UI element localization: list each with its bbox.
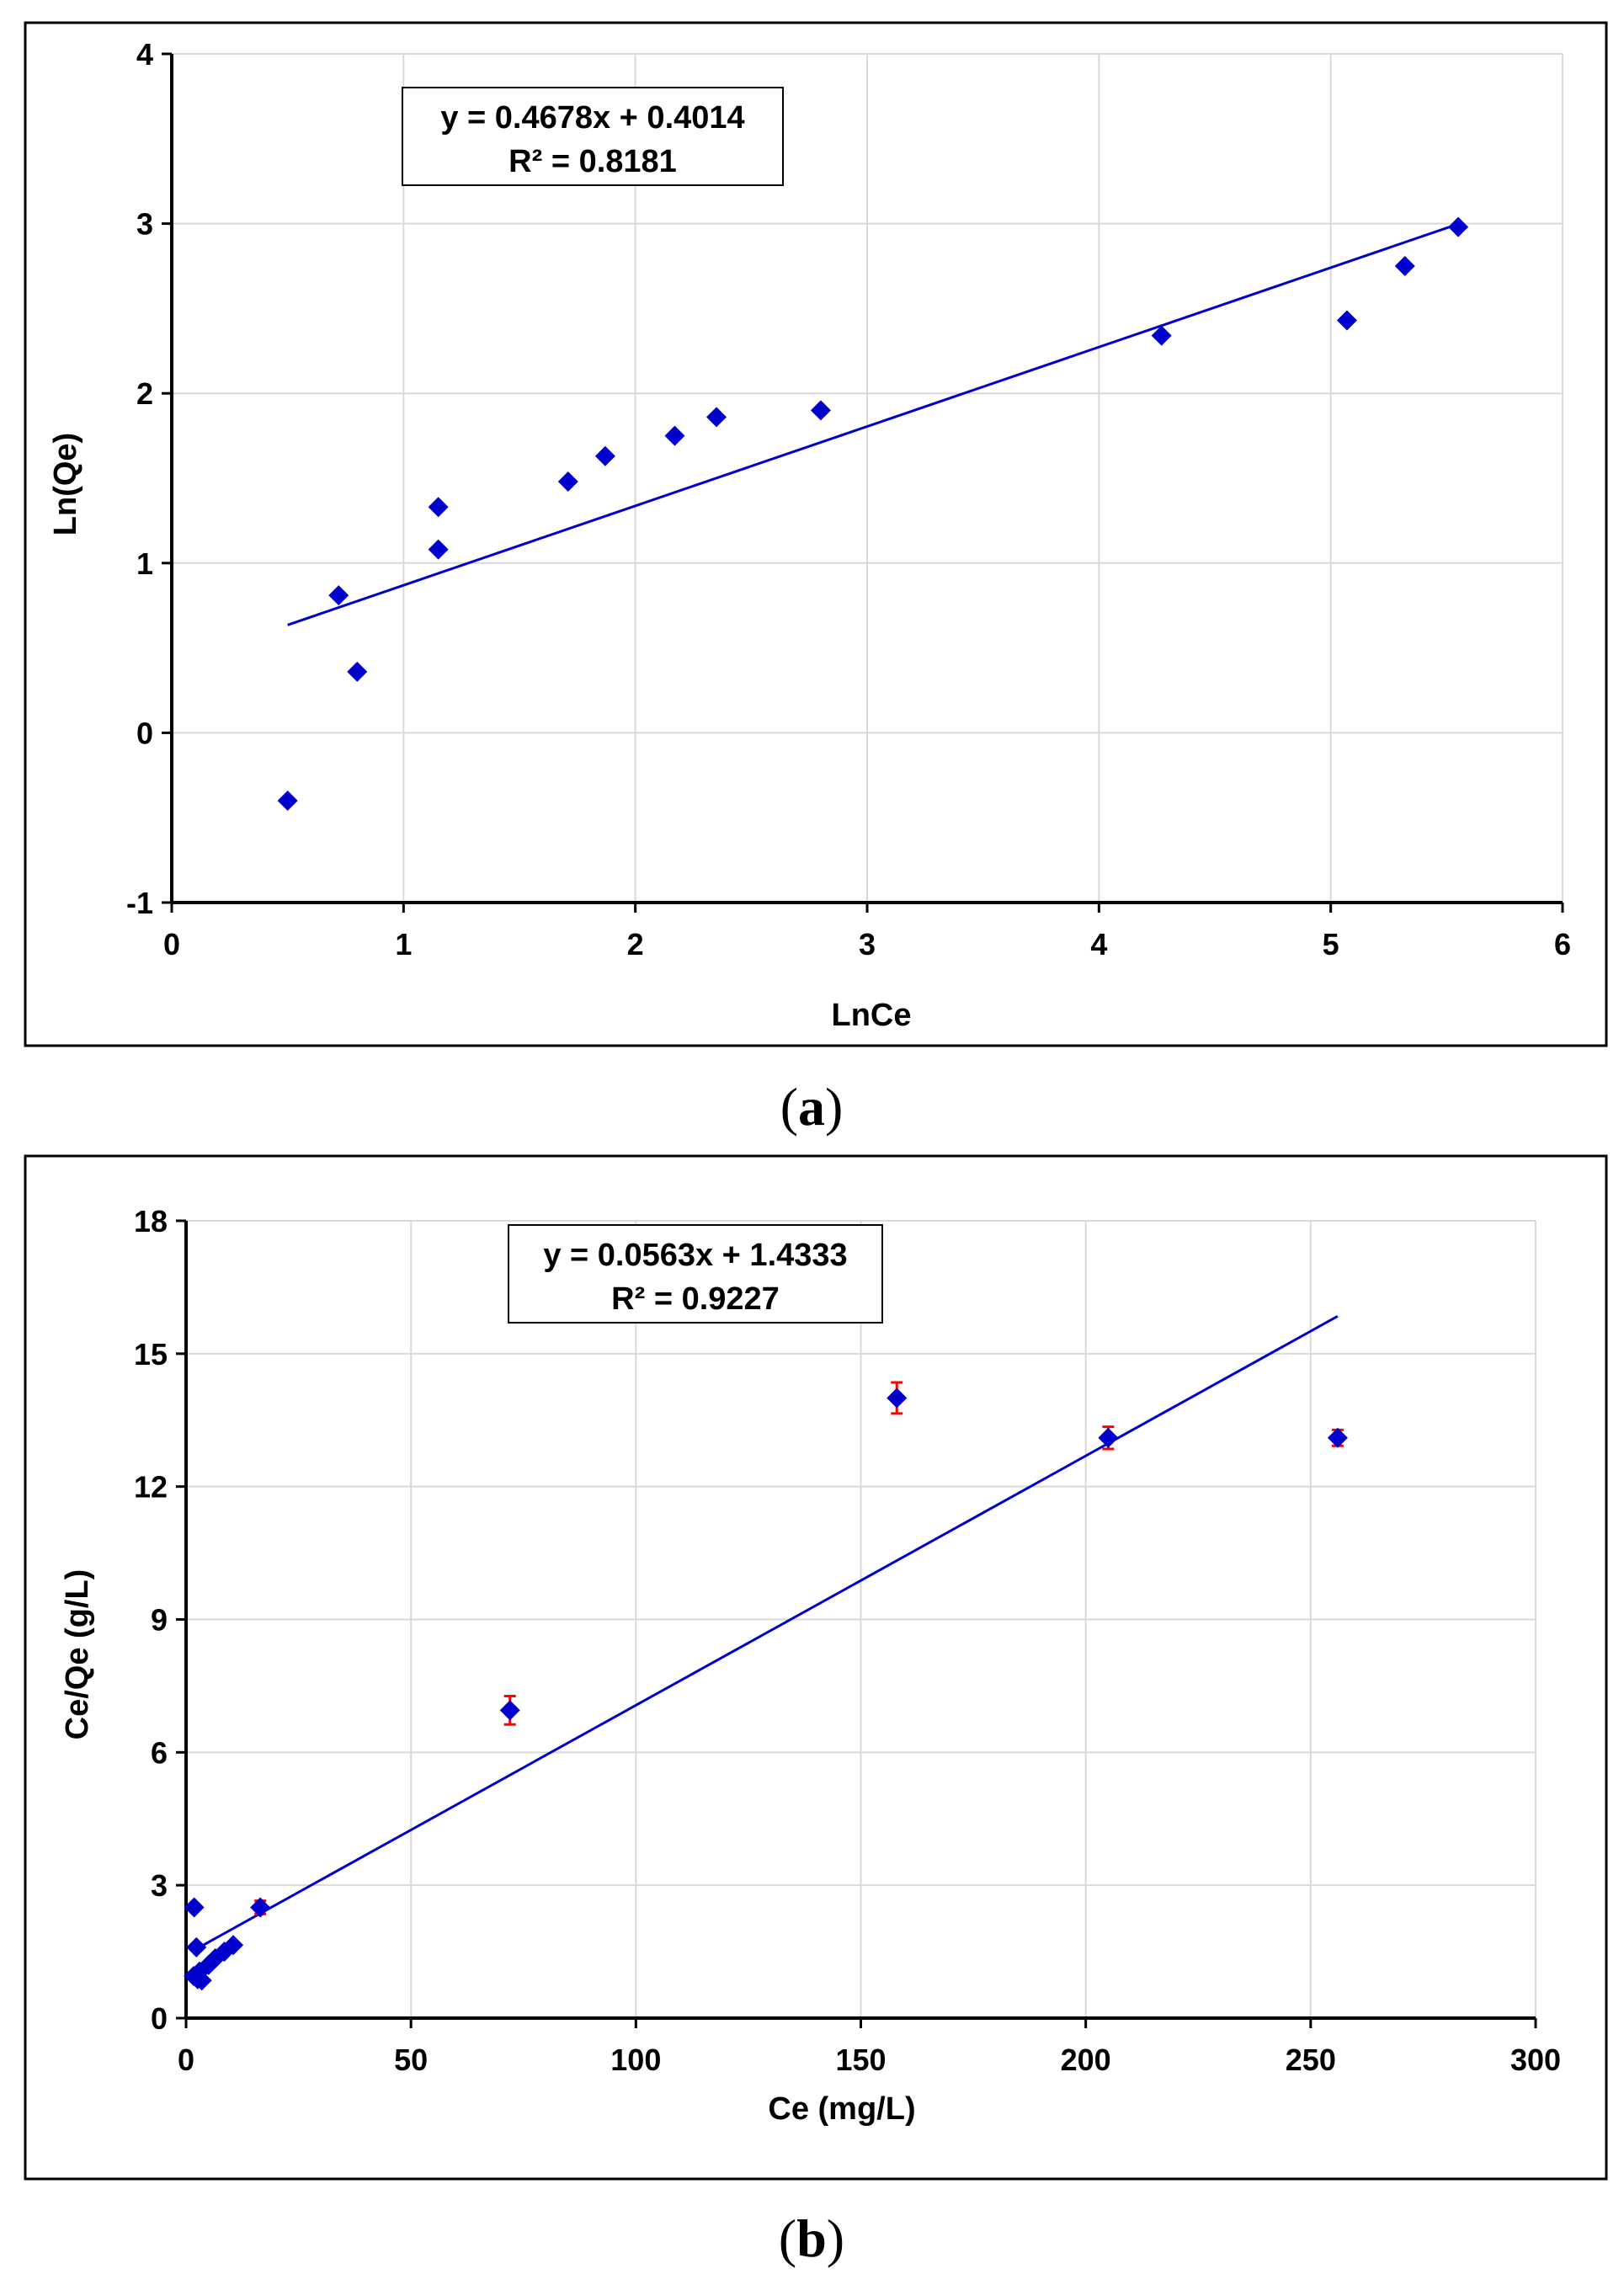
chart-b-tick-labels: 0 50 100 150 200 250 300 0 3 6 9 12 15 18 xyxy=(134,1204,1561,2077)
x-tick-label: 0 xyxy=(163,927,180,961)
x-tick-label: 4 xyxy=(1090,927,1107,961)
data-point xyxy=(250,1897,271,1918)
chart-b-equation: y = 0.0563x + 1.4333 xyxy=(543,1238,847,1273)
chart-a-equation: y = 0.4678x + 0.4014 xyxy=(440,100,744,136)
data-point xyxy=(557,471,578,493)
chart-a-r-squared: R² = 0.8181 xyxy=(508,144,677,179)
y-tick-label: 6 xyxy=(151,1735,168,1770)
chart-b-frame xyxy=(24,1154,1608,2181)
data-point xyxy=(594,445,615,466)
chart-a-ylabel: Ln(Qe) xyxy=(48,433,83,535)
y-tick-label: 4 xyxy=(136,37,153,72)
x-tick-label: 50 xyxy=(394,2043,428,2077)
caption-b-text: (b) xyxy=(779,2208,844,2268)
data-point xyxy=(214,1941,235,1963)
chart-b-ylabel: Ce/Qe (g/L) xyxy=(60,1569,95,1740)
data-point xyxy=(706,407,727,428)
data-point xyxy=(184,1897,205,1918)
y-tick-label: 9 xyxy=(151,1603,168,1638)
chart-a-frame xyxy=(24,21,1608,1047)
y-tick-label: 18 xyxy=(134,1204,168,1238)
y-tick-label: 0 xyxy=(151,2001,168,2036)
y-tick-label: 0 xyxy=(136,716,153,750)
x-tick-label: 100 xyxy=(610,2043,661,2077)
data-point xyxy=(1327,1427,1348,1448)
y-tick-label: 15 xyxy=(134,1337,168,1372)
y-tick-label: 3 xyxy=(136,207,153,242)
x-tick-label: 200 xyxy=(1061,2043,1111,2077)
chart-b-axes xyxy=(176,1219,1537,2028)
chart-b-grid xyxy=(186,1220,1536,2018)
chart-b-r-squared: R² = 0.9227 xyxy=(611,1281,780,1317)
data-point xyxy=(347,661,368,682)
data-point xyxy=(664,425,685,446)
x-tick-label: 250 xyxy=(1286,2043,1336,2077)
data-point xyxy=(1151,325,1172,346)
data-point xyxy=(223,1935,244,1956)
caption-b: (b) xyxy=(779,2208,844,2268)
caption-a: (a) xyxy=(780,1077,844,1137)
chart-b-xlabel: Ce (mg/L) xyxy=(768,2091,915,2127)
x-tick-label: 3 xyxy=(859,927,876,961)
y-tick-label: 12 xyxy=(134,1470,168,1505)
data-point xyxy=(277,791,298,812)
panel-a: 0 1 2 3 4 5 6 -1 0 1 2 3 4 Ln(Qe) LnCe y = 0.4678x +… xyxy=(24,21,1608,1137)
data-point xyxy=(887,1388,908,1409)
chart-a-xlabel: LnCe xyxy=(832,998,912,1033)
data-point xyxy=(428,539,449,560)
data-point xyxy=(328,585,349,606)
chart-a-tick-labels: 0 1 2 3 4 5 6 -1 0 1 2 3 4 xyxy=(126,37,1571,961)
y-tick-label: 2 xyxy=(136,376,153,411)
chart-a-svg: 0 1 2 3 4 5 6 -1 0 1 2 3 4 Ln(Qe) LnCe y = 0.4678x +… xyxy=(24,21,1608,1047)
data-point xyxy=(186,1936,207,1957)
data-point xyxy=(1336,310,1357,331)
x-tick-label: 1 xyxy=(395,927,412,961)
data-point xyxy=(1448,216,1469,237)
data-point xyxy=(1098,1427,1119,1448)
data-point xyxy=(191,1970,212,1991)
y-tick-label: 3 xyxy=(151,1868,168,1903)
chart-b-trendline xyxy=(193,1315,1339,1952)
chart-a-axes xyxy=(162,52,1564,913)
chart-a-grid xyxy=(172,53,1563,903)
x-tick-label: 150 xyxy=(835,2043,886,2077)
data-point xyxy=(810,400,831,421)
y-tick-label: -1 xyxy=(126,886,153,920)
panel-b: 0 50 100 150 200 250 300 0 3 6 9 12 15 18 Ce/Qe (g/L)… xyxy=(0,1153,1624,2281)
y-tick-label: 1 xyxy=(136,546,153,581)
x-tick-label: 300 xyxy=(1510,2043,1561,2077)
x-tick-label: 6 xyxy=(1554,927,1571,961)
x-tick-label: 2 xyxy=(627,927,644,961)
data-point xyxy=(428,497,449,518)
chart-b-equation-box xyxy=(508,1224,883,1324)
x-tick-label: 0 xyxy=(178,2043,194,2077)
data-point xyxy=(189,1961,210,1982)
data-point xyxy=(1394,256,1415,276)
chart-a-equation-box xyxy=(402,87,784,186)
data-point xyxy=(499,1700,520,1721)
chart-a-points xyxy=(277,216,1469,812)
chart-a-trendline xyxy=(287,222,1459,626)
caption-a-text: (a) xyxy=(780,1077,844,1137)
chart-b-svg: 0 50 100 150 200 250 300 0 3 6 9 12 15 18 Ce/Qe (g/L)… xyxy=(24,1154,1608,2181)
chart-b-points xyxy=(184,1381,1348,1991)
x-tick-label: 5 xyxy=(1323,927,1339,961)
